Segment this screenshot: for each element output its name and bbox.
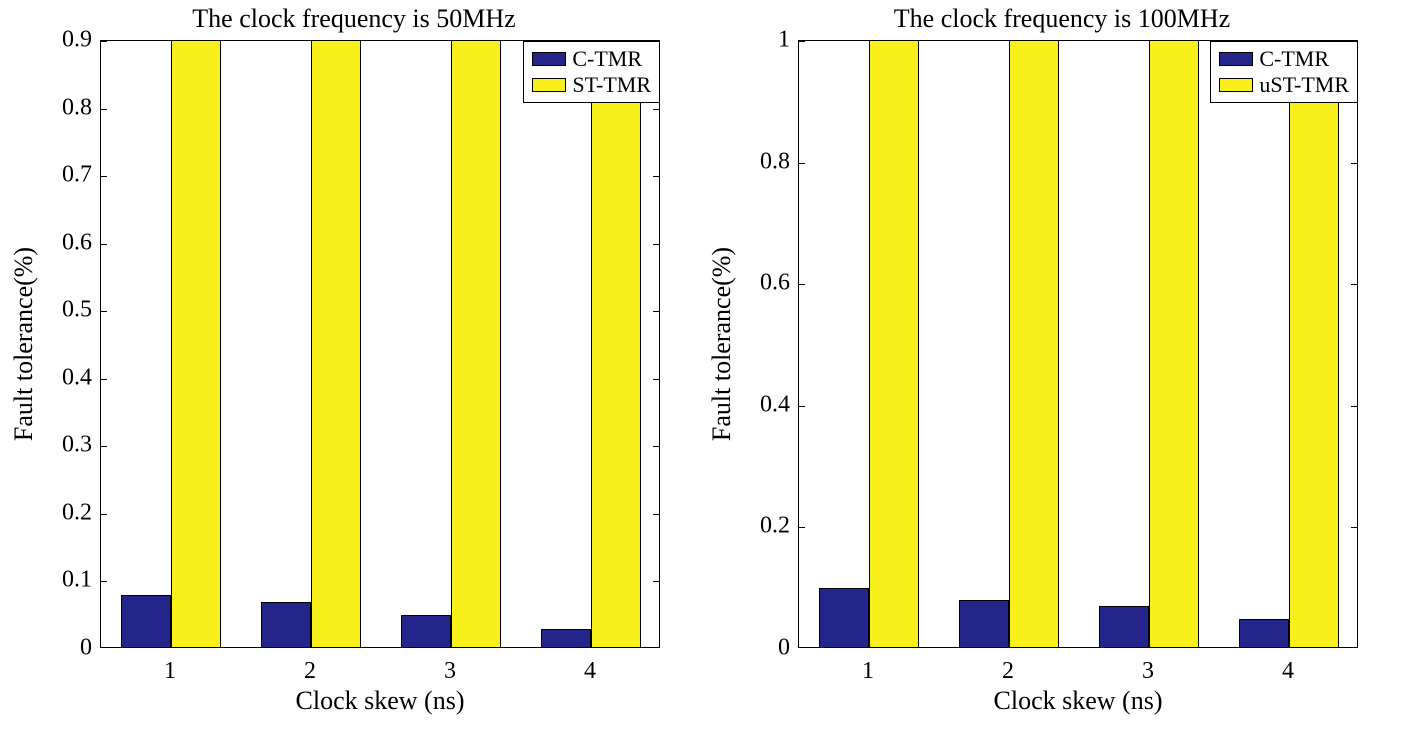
y-tick-label: 0 (80, 635, 92, 662)
y-tick-label: 0.4 (760, 391, 790, 418)
legend-item: uST-TMR (1219, 72, 1349, 98)
y-tick-label: 0.6 (62, 229, 92, 256)
legend-label: uST-TMR (1259, 72, 1349, 98)
legend-item: C-TMR (1219, 46, 1349, 72)
y-tick (101, 581, 107, 582)
y-axis-label-right: Fault tolerance(%) (707, 247, 737, 441)
bar (869, 40, 919, 648)
legend-swatch (532, 78, 566, 92)
y-tick-label: 0.6 (760, 270, 790, 297)
bar (819, 588, 869, 648)
panel-100mhz: The clock frequency is 100MHz Fault tole… (708, 0, 1416, 734)
y-tick-label: 0.1 (62, 567, 92, 594)
bar (1099, 606, 1149, 648)
y-tick (101, 176, 107, 177)
bar (401, 615, 451, 648)
y-tick (101, 311, 107, 312)
chart-title-left: The clock frequency is 50MHz (0, 4, 708, 34)
y-tick-label: 0 (778, 635, 790, 662)
bar (311, 40, 361, 648)
bar (1239, 619, 1289, 648)
y-tick (1351, 406, 1357, 407)
bar (1009, 40, 1059, 648)
bar (959, 600, 1009, 648)
x-tick-label: 3 (444, 658, 456, 685)
y-tick-label: 0.7 (62, 162, 92, 189)
bar (1149, 40, 1199, 648)
y-tick (1351, 527, 1357, 528)
y-tick-label: 0.2 (760, 513, 790, 540)
y-tick (653, 244, 659, 245)
x-tick-label: 4 (584, 658, 596, 685)
y-tick (653, 446, 659, 447)
y-tick (653, 109, 659, 110)
y-tick (799, 284, 805, 285)
y-tick (101, 446, 107, 447)
legend-swatch (1219, 52, 1253, 66)
y-tick (653, 311, 659, 312)
y-tick (101, 514, 107, 515)
y-tick (101, 379, 107, 380)
x-tick-label: 1 (164, 658, 176, 685)
legend-item: C-TMR (532, 46, 651, 72)
y-tick-label: 0.4 (62, 364, 92, 391)
plot-area-left (100, 40, 660, 648)
bar (451, 40, 501, 648)
y-tick (799, 527, 805, 528)
legend-right: C-TMRuST-TMR (1210, 41, 1358, 103)
y-tick (653, 176, 659, 177)
bar (121, 595, 171, 648)
legend-item: ST-TMR (532, 72, 651, 98)
y-tick-label: 0.2 (62, 499, 92, 526)
legend-label: C-TMR (1259, 46, 1329, 72)
legend-left: C-TMRST-TMR (523, 41, 660, 103)
y-tick-label: 0.8 (62, 94, 92, 121)
y-tick-label: 0.3 (62, 432, 92, 459)
x-tick-label: 2 (304, 658, 316, 685)
y-tick (653, 379, 659, 380)
y-tick-label: 0.5 (62, 297, 92, 324)
bar (171, 40, 221, 648)
y-axis-label-left: Fault tolerance(%) (9, 247, 39, 441)
x-tick-label: 2 (1002, 658, 1014, 685)
x-tick-label: 3 (1142, 658, 1154, 685)
bar (1289, 40, 1339, 648)
y-tick-label: 0.9 (62, 27, 92, 54)
legend-swatch (532, 52, 566, 66)
legend-label: ST-TMR (572, 72, 651, 98)
x-tick-label: 4 (1282, 658, 1294, 685)
y-tick (653, 514, 659, 515)
panel-50mhz: The clock frequency is 50MHz Fault toler… (0, 0, 708, 734)
y-tick (799, 406, 805, 407)
y-tick (799, 41, 805, 42)
y-tick (101, 109, 107, 110)
bar (261, 602, 311, 648)
x-tick-label: 1 (862, 658, 874, 685)
chart-title-right: The clock frequency is 100MHz (708, 4, 1416, 34)
y-tick (653, 581, 659, 582)
y-tick (1351, 284, 1357, 285)
y-tick (1351, 163, 1357, 164)
y-tick (799, 163, 805, 164)
y-tick (101, 41, 107, 42)
y-tick-label: 0.8 (760, 148, 790, 175)
figure: The clock frequency is 50MHz Fault toler… (0, 0, 1416, 734)
y-tick (101, 244, 107, 245)
bar (591, 40, 641, 648)
x-axis-label-right: Clock skew (ns) (798, 686, 1358, 716)
legend-swatch (1219, 78, 1253, 92)
legend-label: C-TMR (572, 46, 642, 72)
y-tick-label: 1 (778, 27, 790, 54)
x-axis-label-left: Clock skew (ns) (100, 686, 660, 716)
plot-area-right (798, 40, 1358, 648)
bar (541, 629, 591, 648)
